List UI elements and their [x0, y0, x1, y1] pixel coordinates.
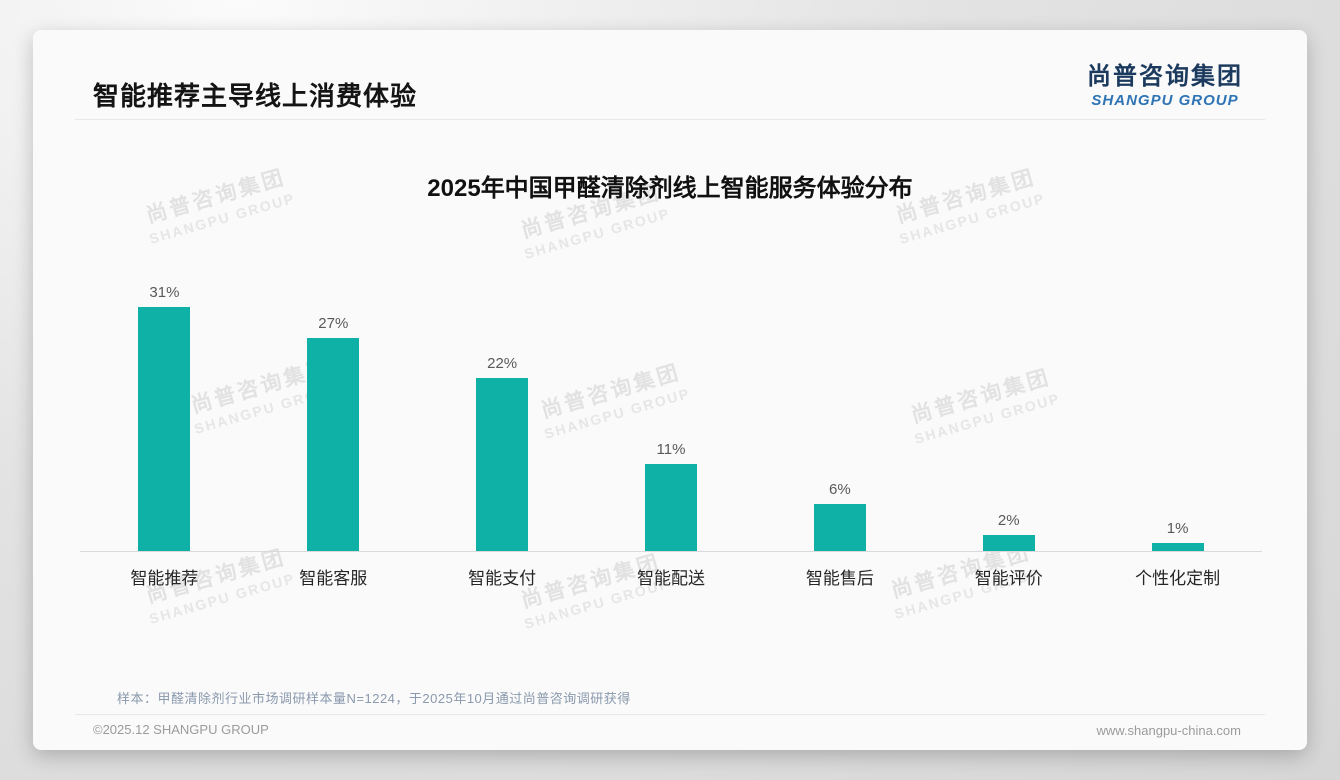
title-divider: [75, 119, 1265, 120]
bar-value-label: 2%: [997, 512, 1020, 529]
bar-column: 1%: [1093, 265, 1262, 551]
bar-value-label: 1%: [1166, 520, 1189, 537]
category-label: 智能售后: [805, 569, 874, 588]
footer-website: www.shangpu-china.com: [1096, 723, 1241, 738]
bar-value-label: 27%: [318, 315, 349, 332]
bar: [307, 338, 360, 551]
category-label: 智能支付: [468, 569, 537, 588]
category-label: 智能评价: [974, 569, 1043, 588]
bar: [138, 307, 191, 551]
bar: [645, 464, 697, 551]
company-logo: 尚普咨询集团 SHANGPU GROUP: [1087, 56, 1243, 109]
bar-column: 2%: [924, 265, 1093, 551]
bar-value-label: 6%: [829, 481, 851, 498]
logo-english-text: SHANGPU GROUP: [1091, 92, 1239, 109]
bar-column: 27%: [249, 265, 418, 551]
slide-card: 尚普咨询集团 SHANGPU GROUP 尚普咨询集团 SHANGPU GROU…: [33, 30, 1307, 750]
bar: [476, 378, 529, 551]
page-title: 智能推荐主导线上消费体验: [93, 81, 418, 111]
bar-column: 11%: [587, 265, 756, 551]
footer-copyright: ©2025.12 SHANGPU GROUP: [93, 722, 269, 737]
bar-value-label: 31%: [149, 284, 180, 301]
bar-value-label: 11%: [656, 441, 686, 458]
chart-title: 2025年中国甲醛清除剂线上智能服务体验分布: [427, 175, 913, 202]
bar: [813, 504, 866, 551]
bar-column: 6%: [755, 265, 924, 551]
watermark-en: SHANGPU GROUP: [522, 204, 673, 262]
footer-divider: [75, 714, 1265, 715]
bar-column: 22%: [418, 265, 587, 551]
category-label: 个性化定制: [1135, 569, 1221, 588]
category-label: 智能推荐: [130, 569, 199, 588]
sample-note: 样本：甲醛清除剂行业市场调研样本量N=1224，于2025年10月通过尚普咨询调…: [117, 691, 631, 706]
category-axis: 智能推荐 智能客服 智能支付 智能配送 智能售后 智能评价 个性化定制: [80, 564, 1262, 589]
bar: [1151, 543, 1204, 551]
category-label: 智能客服: [299, 569, 368, 588]
logo-chinese-text: 尚普咨询集团: [1087, 63, 1243, 90]
bar-value-label: 22%: [487, 355, 518, 372]
bar: [982, 535, 1035, 551]
bar-chart-plot-area: 31% 27% 22% 11% 6% 2% 1%: [80, 265, 1262, 552]
category-label: 智能配送: [637, 569, 705, 588]
bar-column: 31%: [80, 265, 249, 551]
